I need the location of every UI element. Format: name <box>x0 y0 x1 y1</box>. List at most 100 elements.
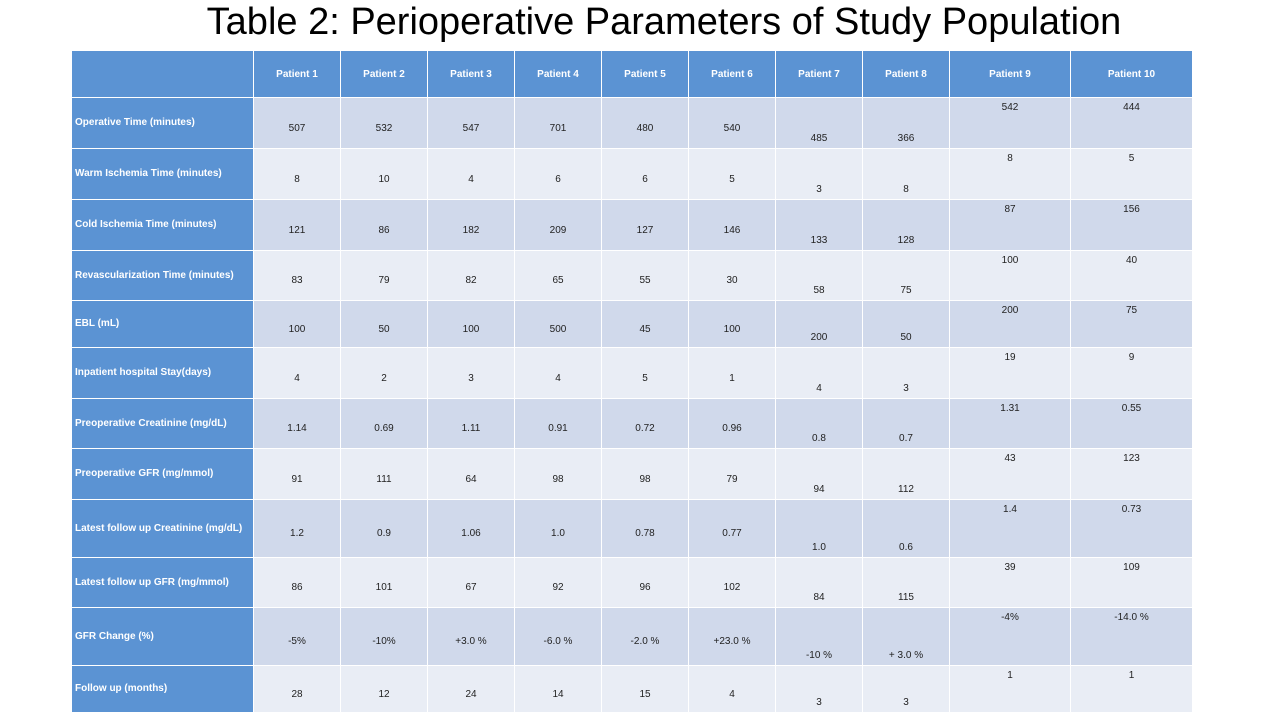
row-label: Revascularization Time (minutes) <box>71 250 254 301</box>
table-cell: 75 <box>1070 300 1193 348</box>
table-cell: 146 <box>688 199 776 251</box>
table-cell: 98 <box>514 448 602 500</box>
row-label: Preoperative Creatinine (mg/dL) <box>71 398 254 449</box>
table-cell: 0.73 <box>1070 499 1193 558</box>
table-cell: 1 <box>1070 665 1193 713</box>
column-header: Patient 1 <box>253 50 341 98</box>
table-cell: 0.69 <box>340 398 428 449</box>
table-cell: 28 <box>253 665 341 713</box>
table-cell: 1.2 <box>253 499 341 558</box>
table-cell: 4 <box>427 148 515 200</box>
table-cell: 83 <box>253 250 341 301</box>
table-cell: + 3.0 % <box>862 607 950 666</box>
row-label: Preoperative GFR (mg/mmol) <box>71 448 254 500</box>
table-row: Cold Ischemia Time (minutes) 121 86 182 209 1… <box>71 199 1193 251</box>
row-label: GFR Change (%) <box>71 607 254 666</box>
table-cell: 109 <box>1070 557 1193 608</box>
table-cell: -6.0 % <box>514 607 602 666</box>
table-cell: 15 <box>601 665 689 713</box>
table-cell: 14 <box>514 665 602 713</box>
table-cell: 182 <box>427 199 515 251</box>
table-cell: 121 <box>253 199 341 251</box>
table-cell: 12 <box>340 665 428 713</box>
header-row: Patient 1 Patient 2 Patient 3 Patient 4 Pati… <box>71 50 1193 98</box>
table-cell: 92 <box>514 557 602 608</box>
table-cell: 55 <box>601 250 689 301</box>
table-cell: 87 <box>949 199 1071 251</box>
column-header: Patient 8 <box>862 50 950 98</box>
table-cell: 3 <box>862 665 950 713</box>
table-cell: 123 <box>1070 448 1193 500</box>
table-cell: 209 <box>514 199 602 251</box>
table-cell: +23.0 % <box>688 607 776 666</box>
table-cell: 100 <box>949 250 1071 301</box>
row-label: Warm Ischemia Time (minutes) <box>71 148 254 200</box>
table-cell: 91 <box>253 448 341 500</box>
table-cell: 0.6 <box>862 499 950 558</box>
table-cell: 1.31 <box>949 398 1071 449</box>
data-table: Patient 1 Patient 2 Patient 3 Patient 4 Pati… <box>71 50 1193 713</box>
table-cell: 101 <box>340 557 428 608</box>
table-cell: 444 <box>1070 97 1193 149</box>
table-cell: 701 <box>514 97 602 149</box>
table-cell: 75 <box>862 250 950 301</box>
table-cell: 1.4 <box>949 499 1071 558</box>
table-cell: 5 <box>688 148 776 200</box>
table-cell: 0.78 <box>601 499 689 558</box>
table-cell: 1.0 <box>514 499 602 558</box>
table-row: Preoperative Creatinine (mg/dL) 1.14 0.69 1… <box>71 398 1193 449</box>
table-cell: 8 <box>862 148 950 200</box>
table-cell: 485 <box>775 97 863 149</box>
row-label: Latest follow up GFR (mg/mmol) <box>71 557 254 608</box>
table-cell: 50 <box>862 300 950 348</box>
table-cell: 200 <box>949 300 1071 348</box>
table-cell: 0.7 <box>862 398 950 449</box>
table-cell: 4 <box>775 347 863 399</box>
column-header: Patient 9 <box>949 50 1071 98</box>
table-cell: 102 <box>688 557 776 608</box>
table-cell: 64 <box>427 448 515 500</box>
table-cell: 8 <box>253 148 341 200</box>
table-cell: -5% <box>253 607 341 666</box>
table-cell: 3 <box>862 347 950 399</box>
table-cell: 200 <box>775 300 863 348</box>
column-header: Patient 7 <box>775 50 863 98</box>
table-cell: 3 <box>775 148 863 200</box>
table-cell: 9 <box>1070 347 1193 399</box>
table-cell: 5 <box>601 347 689 399</box>
table-cell: -14.0 % <box>1070 607 1193 666</box>
table-cell: -4% <box>949 607 1071 666</box>
table-cell: 4 <box>253 347 341 399</box>
table-cell: 40 <box>1070 250 1193 301</box>
table-cell: 1 <box>688 347 776 399</box>
row-label: Inpatient hospital Stay(days) <box>71 347 254 399</box>
table-cell: 547 <box>427 97 515 149</box>
table-cell: 0.9 <box>340 499 428 558</box>
column-header: Patient 6 <box>688 50 776 98</box>
row-label: Latest follow up Creatinine (mg/dL) <box>71 499 254 558</box>
table-cell: 480 <box>601 97 689 149</box>
table-cell: 0.8 <box>775 398 863 449</box>
table-cell: 98 <box>601 448 689 500</box>
table-cell: 67 <box>427 557 515 608</box>
table-cell: -10 % <box>775 607 863 666</box>
table-cell: 3 <box>427 347 515 399</box>
table-cell: 43 <box>949 448 1071 500</box>
table-cell: 45 <box>601 300 689 348</box>
table-cell: 6 <box>514 148 602 200</box>
row-label: Cold Ischemia Time (minutes) <box>71 199 254 251</box>
row-label: EBL (mL) <box>71 300 254 348</box>
table-cell: 0.91 <box>514 398 602 449</box>
table-cell: 112 <box>862 448 950 500</box>
table-cell: 2 <box>340 347 428 399</box>
table-row: Warm Ischemia Time (minutes) 8 10 4 6 6 5 3 8 8 5 <box>71 148 1193 200</box>
table-cell: 82 <box>427 250 515 301</box>
table-cell: 156 <box>1070 199 1193 251</box>
column-header: Patient 2 <box>340 50 428 98</box>
table-cell: 4 <box>688 665 776 713</box>
table-cell: 65 <box>514 250 602 301</box>
slide-title: Table 2: Perioperative Parameters of Stu… <box>206 1 1122 43</box>
table-cell: 3 <box>775 665 863 713</box>
table-cell: 133 <box>775 199 863 251</box>
table-cell: 542 <box>949 97 1071 149</box>
